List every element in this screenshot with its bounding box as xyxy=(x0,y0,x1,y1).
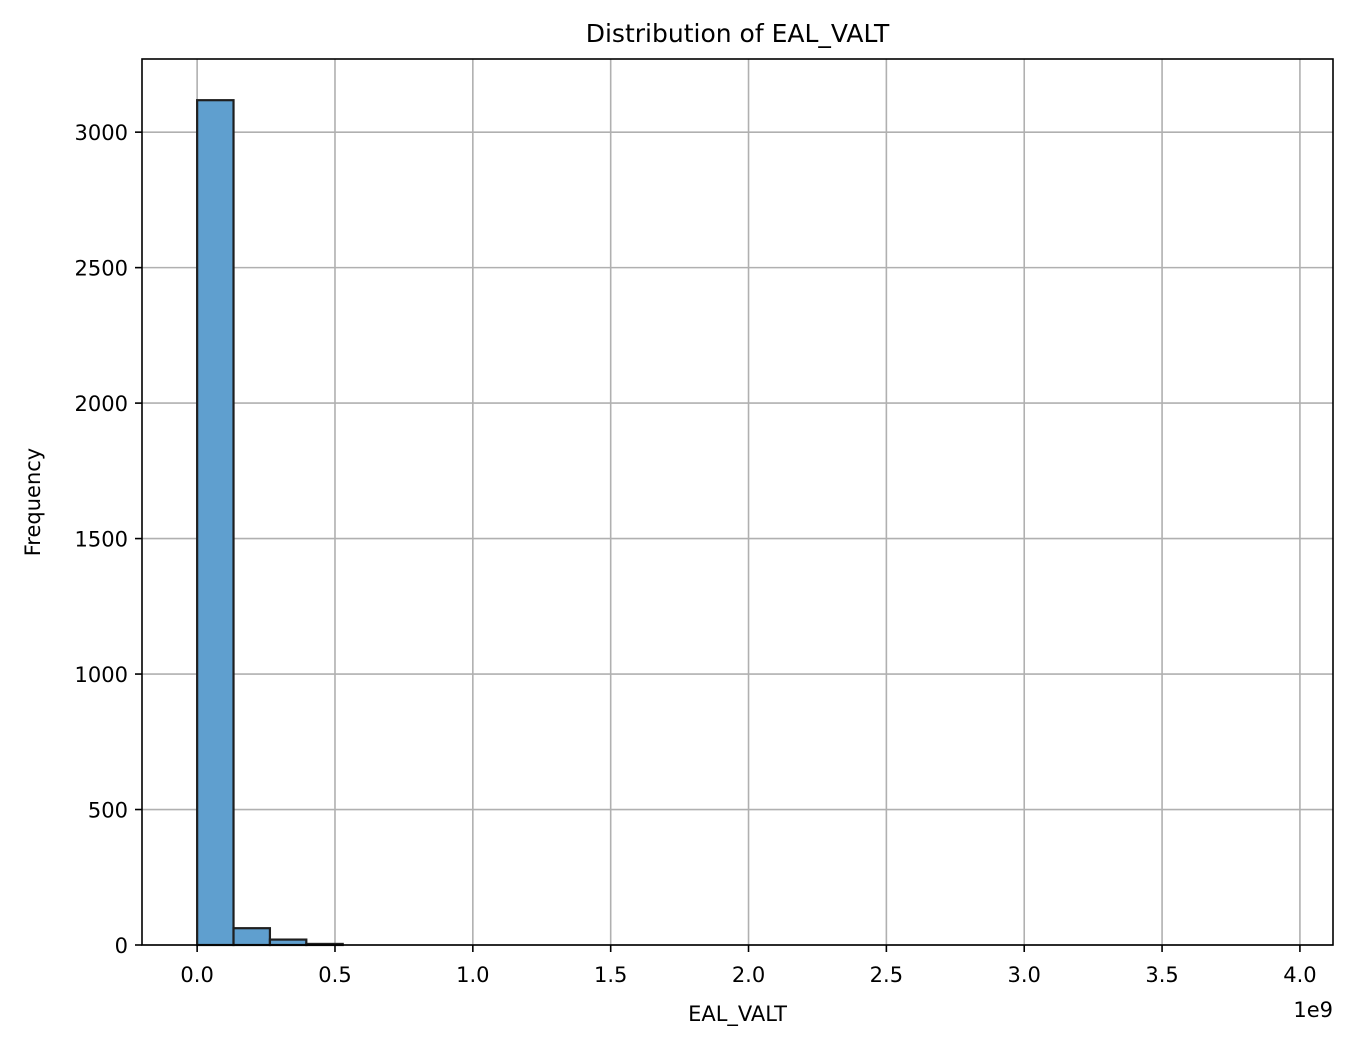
y-tick-label: 3000 xyxy=(75,121,128,145)
x-tick-label: 1.0 xyxy=(456,963,489,987)
chart-title: Distribution of EAL_VALT xyxy=(586,19,890,48)
x-axis-offset-label: 1e9 xyxy=(1293,998,1333,1022)
y-tick-label: 1000 xyxy=(75,663,128,687)
histogram-bar xyxy=(196,99,235,947)
x-tick-label: 2.0 xyxy=(732,963,765,987)
x-tick-label: 0.0 xyxy=(180,963,213,987)
y-tick-label: 500 xyxy=(88,799,128,823)
x-tick-label: 1.5 xyxy=(594,963,627,987)
y-tick-label: 2000 xyxy=(75,392,128,416)
y-tick-label: 2500 xyxy=(75,257,128,281)
axis-ticks: 0.0 0.5 1.0 1.5 2.0 2.5 3.0 3.5 4.0 0 500 1000 1500 2… xyxy=(75,121,1317,987)
histogram-bar xyxy=(268,938,308,947)
y-axis-label: Frequency xyxy=(21,448,45,557)
x-tick-label: 2.5 xyxy=(870,963,903,987)
x-tick-label: 4.0 xyxy=(1283,963,1316,987)
x-tick-label: 3.0 xyxy=(1008,963,1041,987)
x-tick-label: 3.5 xyxy=(1145,963,1178,987)
x-tick-label: 0.5 xyxy=(318,963,351,987)
histogram-bars xyxy=(196,99,344,947)
y-tick-label: 1500 xyxy=(75,528,128,552)
histogram-bar xyxy=(232,927,272,947)
x-axis-label: EAL_VALT xyxy=(688,1002,787,1027)
plot-frame xyxy=(141,58,1334,946)
y-tick-label: 0 xyxy=(115,934,128,958)
grid-lines xyxy=(142,59,1333,946)
